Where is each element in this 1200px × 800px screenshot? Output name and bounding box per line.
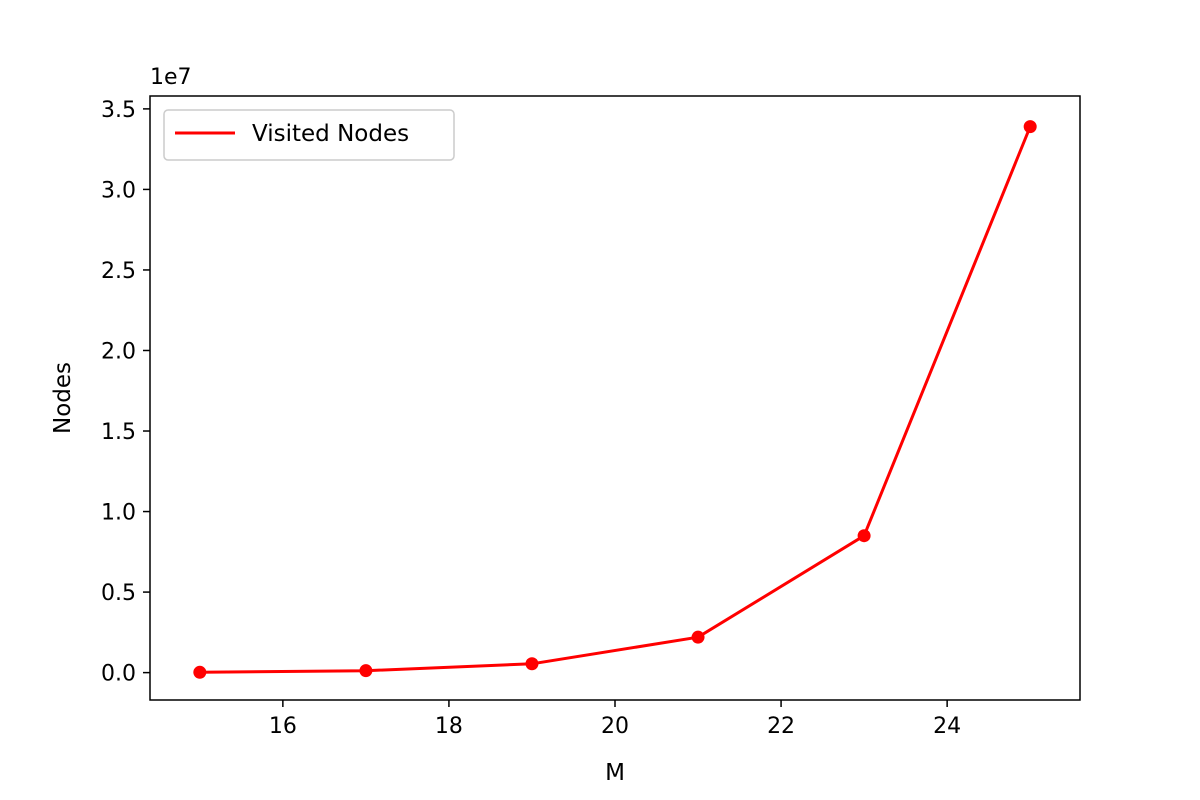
y-offset-label: 1e7 [150, 65, 192, 90]
data-point [193, 665, 207, 679]
x-tick-label: 18 [435, 714, 463, 739]
x-tick-label: 24 [933, 714, 961, 739]
data-point [359, 664, 373, 678]
x-axis-ticks: 16 18 20 22 24 [269, 700, 961, 739]
y-axis-label: Nodes [50, 362, 76, 434]
y-tick-label: 1.0 [101, 501, 136, 526]
x-axis-label: M [605, 760, 625, 786]
x-tick-label: 16 [269, 714, 297, 739]
legend-box [163, 109, 455, 161]
y-tick-label: 1.5 [101, 420, 136, 445]
y-axis-ticks: 0.0 0.5 1.0 1.5 2.0 2.5 3.0 3.5 [101, 98, 150, 687]
y-tick-label: 0.5 [101, 581, 136, 606]
y-tick-label: 0.0 [101, 662, 136, 687]
plot-frame [149, 95, 1081, 701]
legend: Visited Nodes [163, 109, 455, 161]
data-point [1023, 120, 1037, 134]
y-tick-label: 2.5 [101, 259, 136, 284]
plot-area [150, 96, 1080, 700]
y-tick-label: 3.0 [101, 178, 136, 203]
series-line [199, 126, 1032, 674]
data-point [857, 529, 871, 543]
series-layer [193, 120, 1037, 679]
x-tick-label: 20 [601, 714, 629, 739]
y-tick-label: 3.5 [101, 98, 136, 123]
data-point [525, 657, 539, 671]
y-tick-label: 2.0 [101, 339, 136, 364]
x-tick-label: 22 [767, 714, 795, 739]
legend-label: Visited Nodes [252, 121, 409, 147]
data-point [691, 630, 705, 644]
